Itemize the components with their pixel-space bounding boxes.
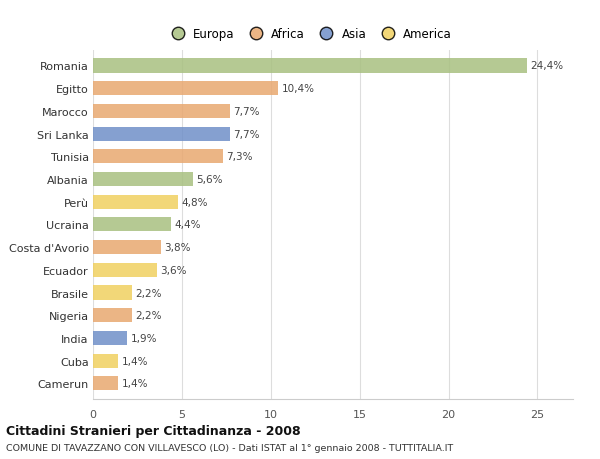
Bar <box>93 127 230 141</box>
Text: 5,6%: 5,6% <box>196 174 223 185</box>
Bar <box>93 195 178 209</box>
Text: 2,2%: 2,2% <box>136 288 162 298</box>
Text: 4,4%: 4,4% <box>175 220 201 230</box>
Bar <box>93 263 157 277</box>
Bar <box>93 173 193 187</box>
Text: 7,7%: 7,7% <box>233 129 260 139</box>
Text: 1,9%: 1,9% <box>130 333 157 343</box>
Text: 1,4%: 1,4% <box>121 356 148 366</box>
Bar <box>93 105 230 119</box>
Bar <box>93 354 118 368</box>
Bar <box>93 241 161 255</box>
Bar <box>93 376 118 391</box>
Bar <box>93 286 132 300</box>
Bar <box>93 59 527 73</box>
Text: 3,8%: 3,8% <box>164 242 191 252</box>
Legend: Europa, Africa, Asia, America: Europa, Africa, Asia, America <box>166 28 452 41</box>
Bar <box>93 150 223 164</box>
Text: 24,4%: 24,4% <box>530 62 563 71</box>
Text: 4,8%: 4,8% <box>182 197 208 207</box>
Text: 3,6%: 3,6% <box>161 265 187 275</box>
Text: 1,4%: 1,4% <box>121 379 148 388</box>
Bar <box>93 82 278 96</box>
Text: Cittadini Stranieri per Cittadinanza - 2008: Cittadini Stranieri per Cittadinanza - 2… <box>6 425 301 437</box>
Text: 7,3%: 7,3% <box>226 152 253 162</box>
Text: 10,4%: 10,4% <box>281 84 314 94</box>
Text: 7,7%: 7,7% <box>233 106 260 117</box>
Bar <box>93 308 132 323</box>
Text: 2,2%: 2,2% <box>136 311 162 320</box>
Bar <box>93 218 171 232</box>
Text: COMUNE DI TAVAZZANO CON VILLAVESCO (LO) - Dati ISTAT al 1° gennaio 2008 - TUTTIT: COMUNE DI TAVAZZANO CON VILLAVESCO (LO) … <box>6 443 453 452</box>
Bar <box>93 331 127 345</box>
